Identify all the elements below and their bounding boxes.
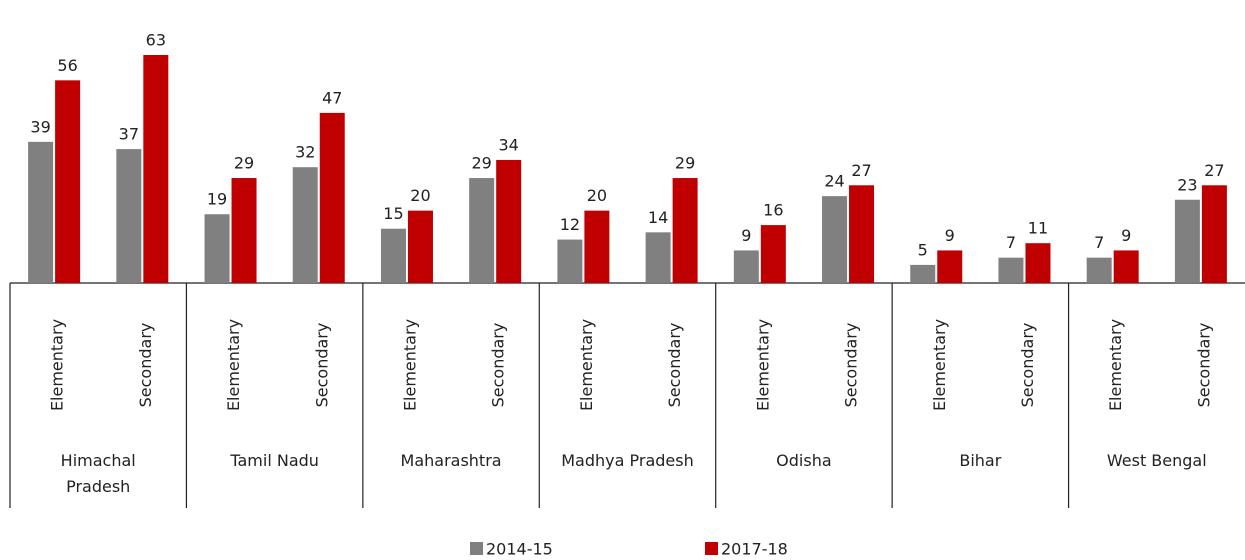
category-label: Secondary — [136, 323, 155, 408]
bar — [231, 178, 257, 283]
legend-swatch — [705, 542, 718, 555]
legend-label: 2014-15 — [486, 540, 553, 559]
category-label: Elementary — [577, 319, 596, 411]
bar — [1086, 257, 1112, 283]
group-label: West Bengal — [1106, 451, 1207, 470]
bar — [116, 149, 142, 283]
bar — [1201, 185, 1227, 283]
bar — [733, 250, 759, 283]
group-label: Madhya Pradesh — [561, 451, 694, 470]
category-label: Secondary — [312, 323, 331, 408]
bar — [292, 167, 318, 283]
data-label: 11 — [1028, 219, 1048, 238]
bar — [672, 178, 698, 283]
bar — [204, 214, 230, 283]
data-label: 63 — [146, 31, 166, 50]
category-label: Secondary — [1018, 323, 1037, 408]
category-label: Secondary — [1194, 323, 1213, 408]
data-label: 14 — [648, 208, 668, 227]
data-label: 29 — [675, 154, 695, 173]
group-label: Odisha — [776, 451, 832, 470]
bar — [407, 210, 433, 283]
bar — [937, 250, 963, 283]
bar — [645, 232, 671, 283]
data-label: 27 — [1204, 161, 1224, 180]
data-label: 27 — [851, 161, 871, 180]
category-label: Elementary — [753, 319, 772, 411]
bar — [849, 185, 875, 283]
bar — [55, 80, 81, 283]
bar — [469, 178, 495, 283]
legend-swatch — [470, 542, 483, 555]
bar — [496, 159, 522, 283]
data-label: 29 — [471, 154, 491, 173]
group-label: Maharashtra — [400, 451, 502, 470]
bar — [584, 210, 610, 283]
category-label: Secondary — [665, 323, 684, 408]
data-label: 15 — [383, 204, 403, 223]
data-label: 20 — [587, 186, 607, 205]
bar — [1174, 199, 1200, 283]
data-label: 9 — [945, 226, 955, 245]
data-label: 12 — [560, 215, 580, 234]
data-label: 32 — [295, 143, 315, 162]
group-label: Himachal Pradesh — [60, 451, 136, 496]
data-label: 7 — [1006, 233, 1016, 252]
bar — [1113, 250, 1139, 283]
bar — [380, 228, 406, 283]
data-label: 24 — [824, 172, 844, 191]
data-label: 56 — [57, 56, 77, 75]
data-label: 16 — [763, 201, 783, 220]
category-label: Elementary — [400, 319, 419, 411]
data-label: 7 — [1094, 233, 1104, 252]
category-label: Secondary — [842, 323, 861, 408]
group-label: Tamil Nadu — [230, 451, 319, 470]
data-label: 37 — [119, 125, 139, 144]
category-label: Secondary — [489, 323, 508, 408]
category-label: Elementary — [1106, 319, 1125, 411]
bar — [28, 141, 54, 283]
data-label: 9 — [741, 226, 751, 245]
bar — [760, 225, 786, 283]
bar — [1025, 243, 1051, 283]
legend-label: 2017-18 — [721, 540, 788, 559]
category-label: Elementary — [224, 319, 243, 411]
group-label: Bihar — [959, 451, 1002, 470]
data-label: 5 — [918, 240, 928, 259]
data-label: 39 — [30, 117, 50, 136]
category-label: Elementary — [48, 319, 67, 411]
bar — [143, 55, 169, 283]
data-label: 20 — [410, 186, 430, 205]
bar — [998, 257, 1024, 283]
data-label: 47 — [322, 88, 342, 107]
data-label: 34 — [498, 135, 518, 154]
data-label: 19 — [207, 190, 227, 209]
bar — [910, 264, 936, 283]
category-label: Elementary — [930, 319, 949, 411]
data-label: 29 — [234, 154, 254, 173]
bar — [822, 196, 848, 283]
bar — [557, 239, 583, 283]
data-label: 9 — [1121, 226, 1131, 245]
data-label: 23 — [1177, 175, 1197, 194]
bar — [319, 112, 345, 284]
